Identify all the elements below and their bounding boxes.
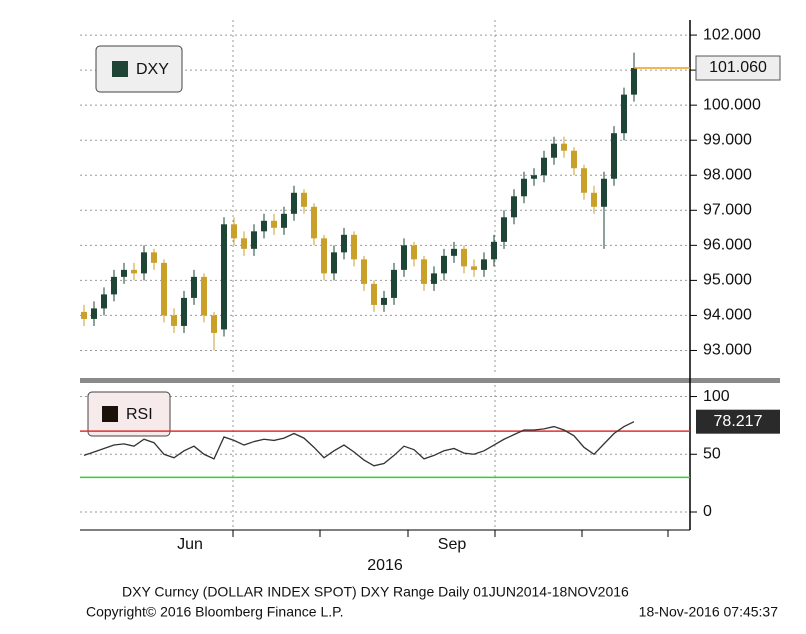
candle-body	[501, 217, 507, 242]
y-tick-label: 99.000	[703, 131, 752, 148]
candle-body	[371, 283, 377, 305]
candle-body	[171, 315, 177, 326]
candle-body	[231, 224, 237, 239]
candle-body	[541, 157, 547, 176]
candle-body	[181, 297, 187, 326]
candle-body	[471, 266, 477, 270]
candle-body	[161, 262, 167, 316]
candle-body	[411, 245, 417, 260]
candle-body	[431, 273, 437, 284]
candle-body	[491, 241, 497, 260]
y-tick-label: 100	[703, 388, 730, 405]
last-price-label: 101.060	[709, 59, 767, 76]
last-value-label: 78.217	[714, 413, 763, 430]
candle-body	[221, 224, 227, 330]
candle-body	[621, 94, 627, 134]
candle-body	[521, 178, 527, 197]
candle-body	[81, 311, 87, 319]
candle-body	[561, 143, 567, 151]
candle-body	[131, 269, 137, 274]
candle-body	[551, 143, 557, 158]
panel-separator	[80, 378, 780, 383]
legend: RSI	[87, 391, 171, 437]
candle-body	[101, 294, 107, 309]
candle-body	[111, 276, 117, 295]
candle-body	[401, 245, 407, 270]
candle-body	[261, 220, 267, 232]
legend-box	[87, 391, 171, 437]
candle-body	[631, 68, 637, 95]
legend-label: DXY	[136, 61, 169, 78]
y-tick-label: 100.000	[703, 96, 761, 113]
candle-body	[591, 192, 597, 207]
candle-body	[601, 178, 607, 207]
last-price-tag	[695, 55, 781, 81]
candle-body	[141, 252, 147, 274]
candle-body	[241, 238, 247, 249]
footer-description: DXY Curncy (DOLLAR INDEX SPOT) DXY Range…	[122, 584, 629, 600]
candle-body	[461, 248, 467, 267]
candle-body	[321, 238, 327, 274]
candle-body	[361, 259, 367, 284]
y-tick-label: 98.000	[703, 166, 752, 183]
last-value-tag	[696, 409, 780, 434]
candle-body	[341, 234, 347, 253]
candle-body	[441, 255, 447, 274]
legend-box	[95, 45, 183, 93]
candle-body	[331, 252, 337, 274]
candle-body	[201, 276, 207, 316]
y-tick-label: 93.000	[703, 342, 752, 359]
candle-body	[571, 150, 577, 169]
candle-body	[611, 133, 617, 179]
candle-body	[531, 175, 537, 179]
candle-body	[421, 259, 427, 284]
y-tick-label: 102.000	[703, 26, 761, 43]
candle-body	[391, 269, 397, 298]
y-tick-label: 0	[703, 503, 712, 520]
candle-body	[211, 315, 217, 333]
candle-body	[301, 192, 307, 207]
candle-body	[381, 297, 387, 305]
rsi-line	[83, 421, 635, 467]
candle-body	[121, 269, 127, 277]
y-tick-label: 95.000	[703, 272, 752, 289]
legend: DXY	[95, 45, 183, 93]
x-tick-label: Sep	[438, 536, 467, 553]
footer-timestamp: 18-Nov-2016 07:45:37	[639, 604, 779, 620]
candle-body	[511, 196, 517, 218]
candle-body	[291, 192, 297, 214]
candle-body	[191, 276, 197, 298]
candle-body	[151, 252, 157, 263]
y-tick-label: 94.000	[703, 307, 752, 324]
candle-body	[581, 168, 587, 193]
x-year-label: 2016	[367, 557, 403, 574]
candle-body	[481, 259, 487, 270]
candle-body	[91, 308, 97, 319]
legend-swatch	[102, 406, 118, 422]
candle-body	[311, 206, 317, 239]
x-tick-label: Jun	[177, 536, 203, 553]
y-tick-label: 50	[703, 445, 721, 462]
y-tick-label: 96.000	[703, 237, 752, 254]
candle-body	[451, 248, 457, 256]
y-tick-label: 97.000	[703, 202, 752, 219]
candle-body	[271, 220, 277, 228]
candle-body	[351, 234, 357, 260]
legend-label: RSI	[126, 406, 153, 423]
candle-body	[251, 231, 257, 249]
legend-swatch	[112, 61, 128, 77]
footer-copyright: Copyright© 2016 Bloomberg Finance L.P.	[86, 604, 344, 620]
candle-body	[281, 213, 287, 228]
